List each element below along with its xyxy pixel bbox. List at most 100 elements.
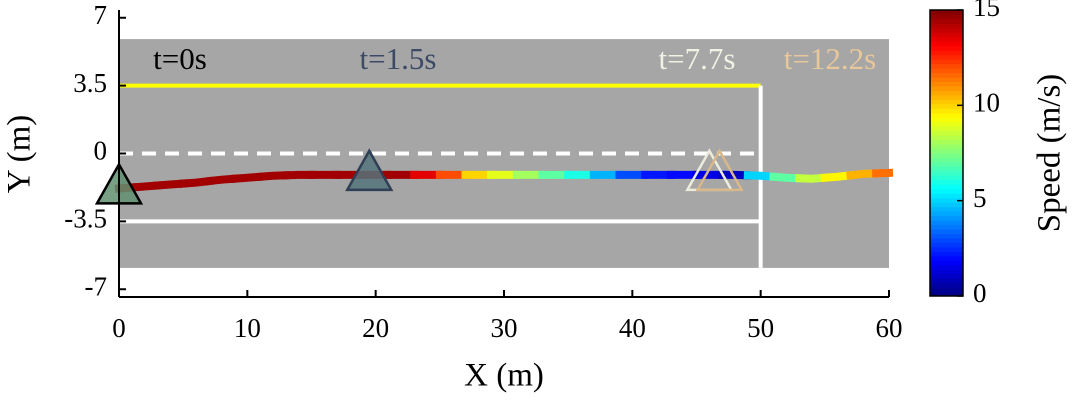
colorbar-step: [930, 22, 963, 29]
colorbar-step: [930, 9, 963, 15]
colorbar-step: [930, 13, 963, 20]
colorbar-step: [930, 228, 963, 234]
colorbar-step: [930, 143, 963, 150]
y-tick-label: 7: [94, 0, 108, 30]
trajectory-segment: [255, 171, 290, 182]
y-tick-label: 3.5: [73, 68, 107, 98]
colorbar-step: [930, 156, 963, 163]
colorbar-step: [930, 134, 963, 141]
colorbar-step: [930, 255, 963, 261]
x-tick-label: 40: [619, 313, 646, 343]
colorbar-step: [930, 72, 963, 78]
vehicle-marker: [695, 148, 744, 192]
colorbar-step: [930, 116, 963, 123]
colorbar-step: [930, 121, 963, 127]
colorbar-step: [930, 31, 963, 38]
colorbar-frame: [929, 9, 964, 297]
time-label: t=7.7s: [659, 41, 736, 76]
colorbar-step: [930, 148, 963, 154]
colorbar-step: [930, 179, 963, 185]
colorbar-step: [930, 210, 963, 217]
colorbar-step: [930, 241, 963, 248]
colorbar-step: [930, 130, 963, 136]
colorbar-step: [930, 161, 963, 167]
colorbar-step: [930, 197, 963, 203]
colorbar-step: [930, 259, 963, 266]
colorbar-step: [930, 201, 963, 208]
time-label: t=1.5s: [360, 41, 437, 76]
trajectory-segment: [846, 169, 881, 180]
colorbar-step: [930, 89, 963, 96]
colorbar-step: [930, 188, 963, 194]
colorbar-label: Speed (m/s): [1032, 74, 1068, 233]
time-label: t=12.2s: [784, 41, 876, 76]
colorbar-step: [930, 98, 963, 105]
vehicle-marker: [345, 148, 394, 192]
time-label: t=0s: [153, 41, 207, 76]
colorbar-step: [930, 125, 963, 132]
colorbar-step: [930, 206, 963, 212]
colorbar-step: [930, 264, 963, 270]
trajectory-segment: [178, 176, 214, 188]
colorbar-step: [930, 165, 963, 172]
colorbar-tick-label: 15: [973, 0, 1000, 22]
x-tick-label: 10: [234, 313, 261, 343]
colorbar-step: [930, 268, 963, 275]
colorbar-step: [930, 215, 963, 221]
colorbar-step: [930, 273, 963, 279]
trajectory-segment: [153, 179, 188, 190]
colorbar-step: [930, 232, 963, 239]
trajectory-segment: [204, 174, 239, 186]
x-tick-label: 30: [491, 313, 518, 343]
colorbar-step: [930, 286, 963, 293]
colorbar-step: [930, 170, 963, 176]
colorbar-step: [930, 81, 963, 87]
colorbar-step: [930, 139, 963, 145]
colorbar-step: [930, 40, 963, 47]
colorbar-step: [930, 152, 963, 158]
trajectory-segment: [230, 172, 265, 183]
colorbar-tick-label: 10: [973, 88, 1000, 118]
colorbar-step: [930, 277, 963, 284]
x-tick-label: 0: [112, 313, 126, 343]
y-axis-label: Y (m): [2, 115, 38, 194]
colorbar-step: [930, 174, 963, 181]
y-tick-label: -7: [85, 271, 108, 301]
y-tick-label: 0: [94, 136, 108, 166]
colorbar-step: [930, 18, 963, 24]
colorbar-step: [930, 112, 963, 118]
x-tick-label: 60: [876, 313, 903, 343]
trajectory-segment: [769, 172, 804, 183]
colorbar-tick-label: 0: [973, 278, 987, 308]
colorbar-step: [930, 67, 963, 74]
colorbar-step: [930, 224, 963, 230]
colorbar-step: [930, 94, 963, 100]
colorbar-step: [930, 246, 963, 252]
colorbar-step: [930, 107, 963, 114]
colorbar-step: [930, 63, 963, 69]
colorbar-step: [930, 58, 963, 65]
colorbar-step: [930, 45, 963, 51]
colorbar-step: [930, 237, 963, 243]
y-tick-label: -3.5: [64, 204, 107, 234]
colorbar-step: [930, 36, 963, 42]
colorbar-step: [930, 54, 963, 60]
colorbar-step: [930, 183, 963, 190]
colorbar-step: [930, 192, 963, 199]
x-tick-label: 50: [747, 313, 774, 343]
colorbar-step: [930, 219, 963, 225]
trajectory-segment: [743, 171, 778, 182]
colorbar-step: [930, 76, 963, 82]
trajectory-segment: [795, 173, 830, 183]
x-axis-label: X (m): [464, 358, 544, 394]
trajectory-segment: [820, 170, 855, 183]
colorbar-tick-label: 5: [973, 183, 987, 213]
colorbar-step: [930, 49, 963, 56]
x-tick-label: 20: [362, 313, 389, 343]
colorbar-step: [930, 103, 963, 109]
colorbar-step: [930, 250, 963, 257]
trajectory-segment: [127, 181, 162, 192]
colorbar-step: [930, 27, 963, 33]
colorbar-step: [930, 291, 963, 297]
